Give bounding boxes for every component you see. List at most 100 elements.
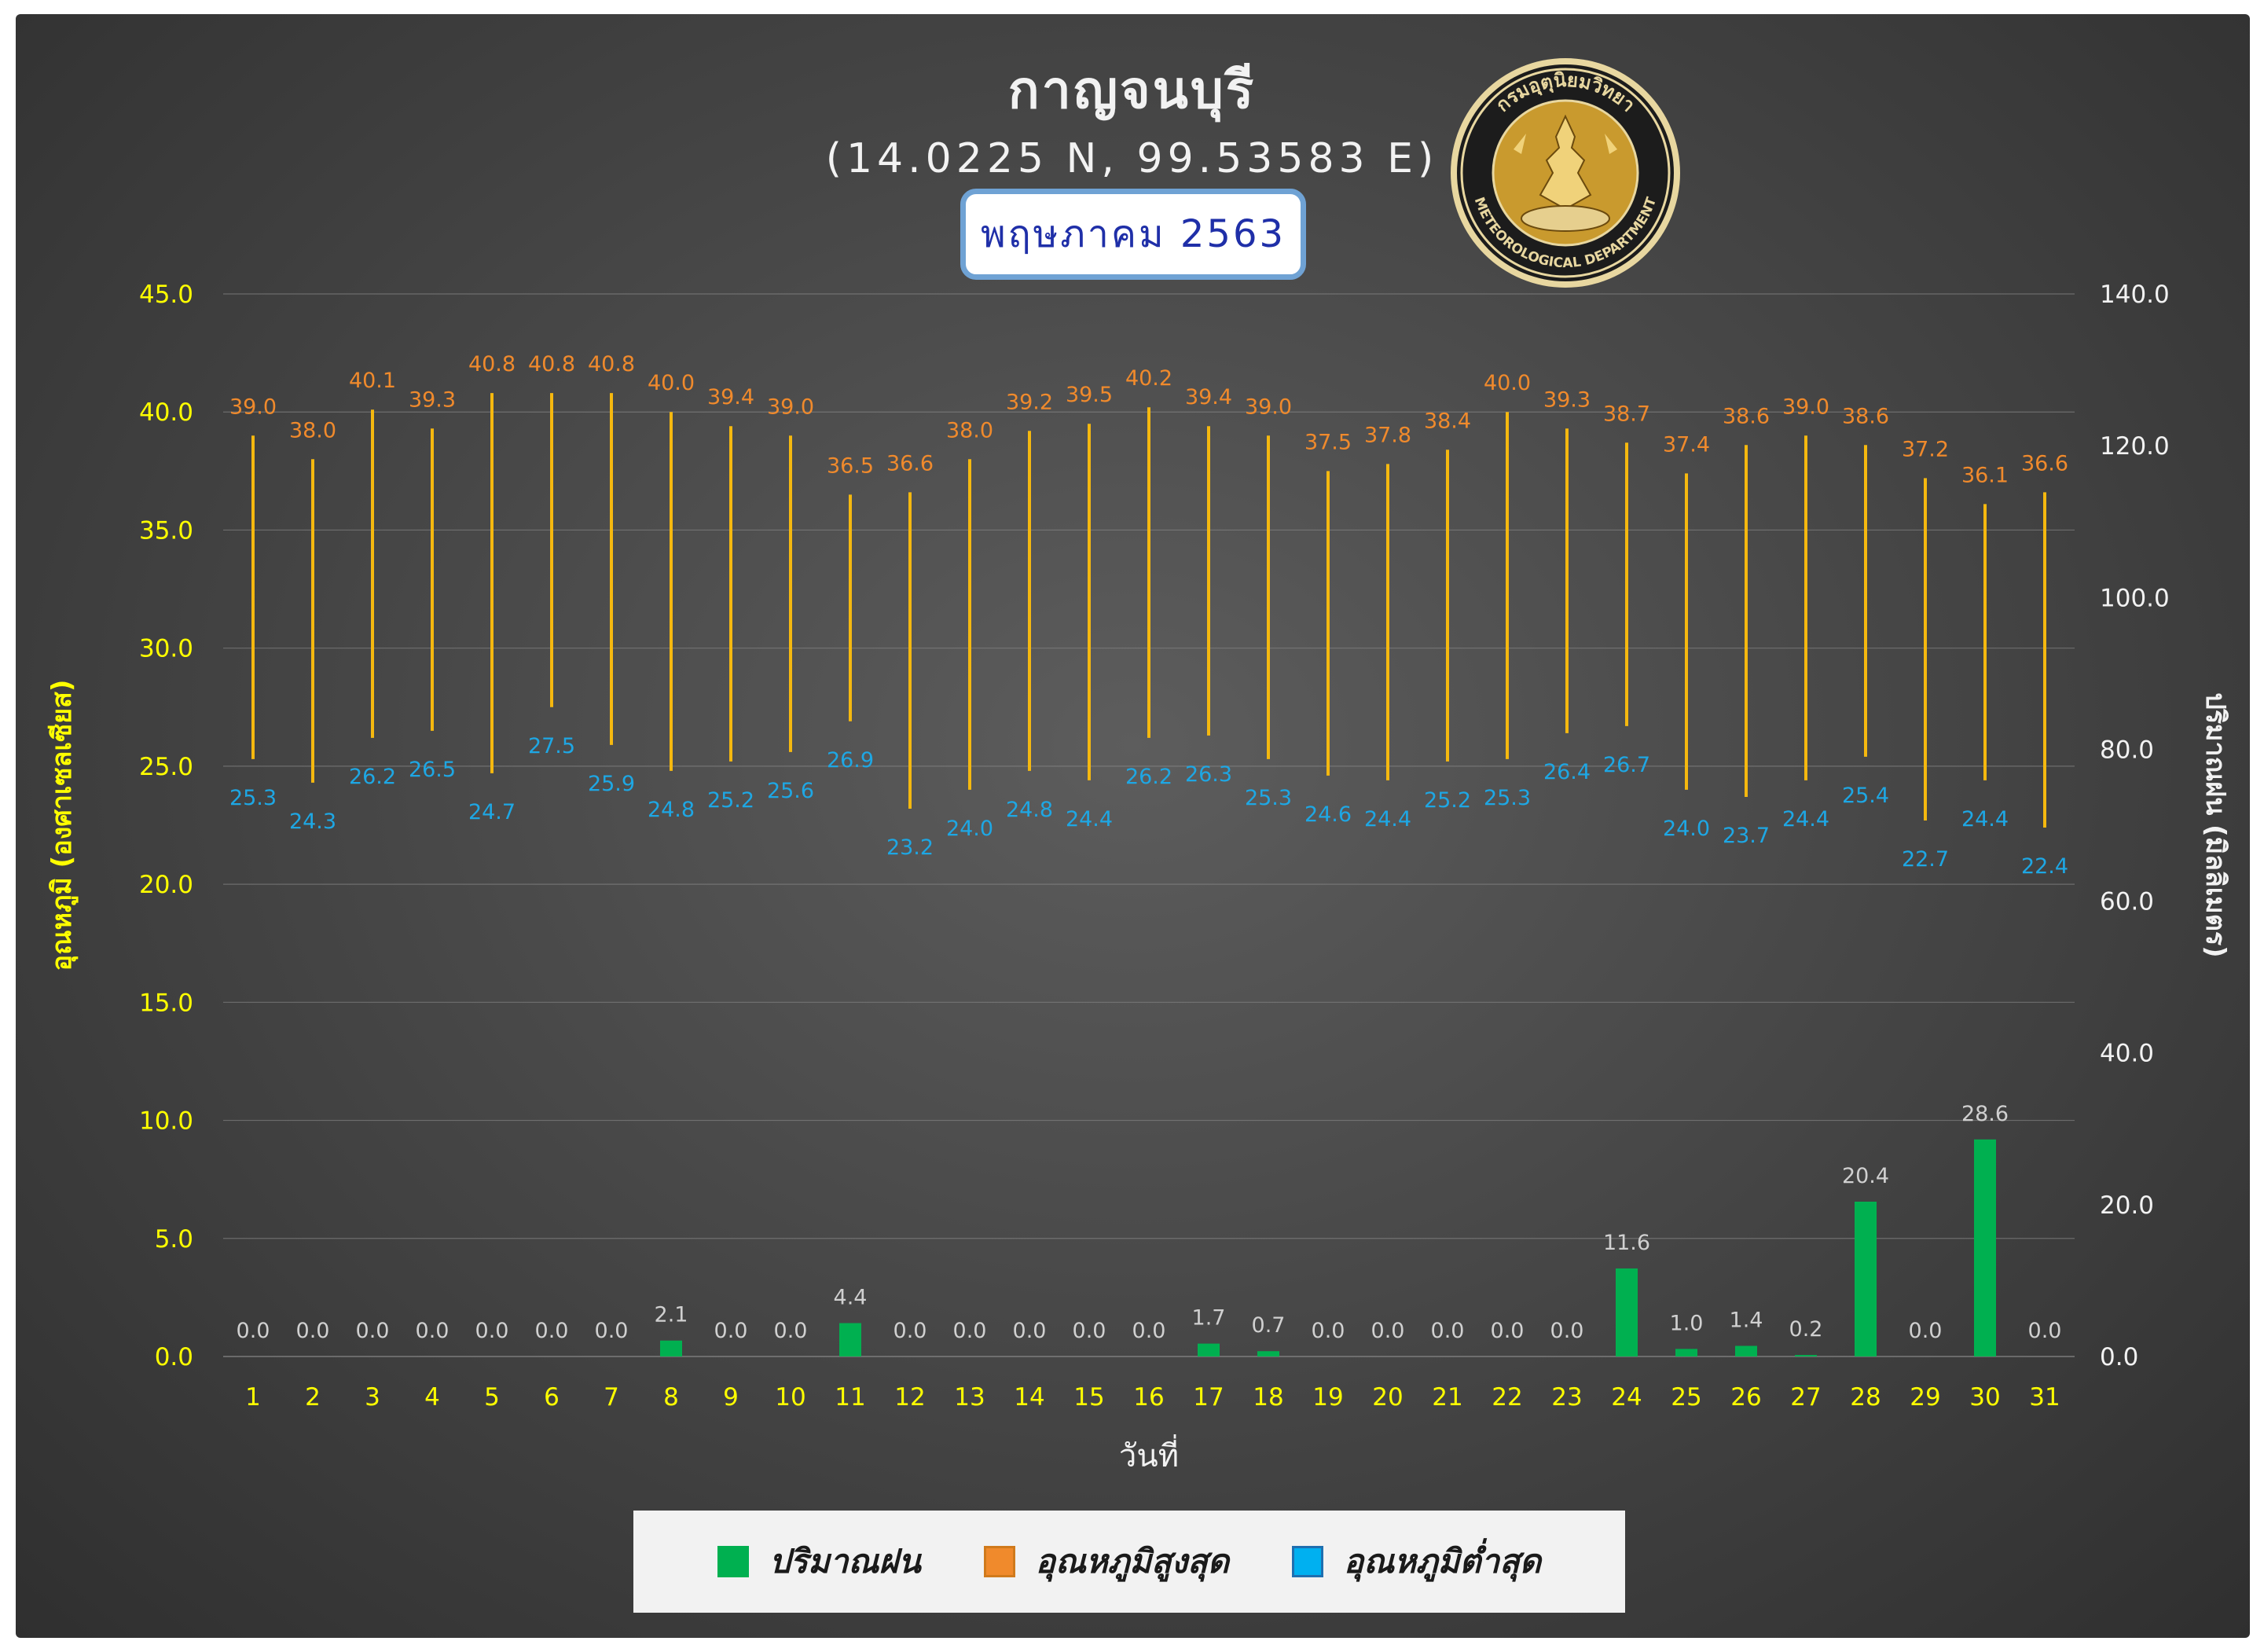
rain-label: 0.0 — [237, 1319, 270, 1343]
x-tick-label: 13 — [954, 1383, 985, 1412]
min-temp-label: 26.4 — [1543, 760, 1591, 784]
chart-panel — [16, 14, 2250, 1638]
min-temp-label: 25.6 — [767, 779, 814, 803]
min-temp-label: 25.3 — [1484, 786, 1531, 810]
legend-item: ปริมาณฝน — [717, 1536, 921, 1588]
min-temp-label: 24.6 — [1304, 802, 1352, 827]
rain-label: 1.4 — [1730, 1308, 1763, 1332]
x-tick-label: 12 — [894, 1383, 925, 1412]
max-temp-label: 37.5 — [1304, 430, 1352, 454]
legend-swatch — [1292, 1546, 1324, 1577]
rain-label: 0.0 — [296, 1319, 330, 1343]
x-tick-label: 15 — [1073, 1383, 1104, 1412]
x-tick-label: 22 — [1492, 1383, 1522, 1412]
rain-bar — [1795, 1355, 1817, 1356]
min-temp-label: 25.9 — [588, 772, 635, 796]
x-tick-label: 5 — [484, 1383, 500, 1412]
min-temp-label: 24.7 — [468, 800, 516, 824]
max-temp-label: 39.2 — [1006, 390, 1053, 414]
max-temp-label: 39.4 — [707, 385, 754, 409]
x-tick-label: 7 — [604, 1383, 619, 1412]
x-tick-label: 21 — [1432, 1383, 1462, 1412]
rain-label: 0.0 — [1073, 1319, 1106, 1343]
min-temp-label: 24.8 — [1006, 798, 1053, 822]
rain-bar — [1198, 1343, 1220, 1356]
x-tick-label: 11 — [835, 1383, 865, 1412]
max-temp-label: 40.8 — [468, 352, 516, 376]
min-temp-label: 26.9 — [827, 748, 874, 773]
max-temp-label: 38.7 — [1603, 402, 1650, 426]
left-tick-label: 30.0 — [139, 635, 193, 663]
max-temp-label: 40.0 — [648, 371, 695, 395]
min-temp-label: 24.8 — [648, 798, 695, 822]
rain-label: 0.0 — [1909, 1319, 1943, 1343]
left-tick-label: 40.0 — [139, 398, 193, 427]
x-tick-label: 24 — [1611, 1383, 1642, 1412]
rain-bar — [660, 1340, 682, 1356]
min-temp-label: 23.7 — [1723, 824, 1770, 848]
rain-label: 28.6 — [1961, 1102, 2009, 1126]
legend-label: อุณหภูมิสูงสุด — [1035, 1542, 1230, 1580]
rain-label: 0.0 — [1491, 1319, 1525, 1343]
max-temp-label: 39.3 — [1543, 387, 1591, 412]
x-tick-label: 16 — [1133, 1383, 1164, 1412]
x-tick-label: 9 — [723, 1383, 739, 1412]
x-tick-label: 8 — [663, 1383, 679, 1412]
max-temp-label: 38.6 — [1723, 404, 1770, 428]
rain-label: 0.0 — [2028, 1319, 2062, 1343]
rain-label: 4.4 — [834, 1286, 868, 1310]
rain-label: 0.0 — [953, 1319, 987, 1343]
right-tick-label: 60.0 — [2100, 888, 2154, 916]
x-tick-label: 25 — [1671, 1383, 1701, 1412]
legend-item: อุณหภูมิสูงสุด — [983, 1536, 1230, 1588]
rain-label: 0.0 — [1550, 1319, 1584, 1343]
rain-label: 0.0 — [893, 1319, 927, 1343]
right-tick-label: 40.0 — [2100, 1040, 2154, 1068]
max-temp-label: 36.5 — [827, 453, 874, 478]
max-temp-label: 40.8 — [588, 352, 635, 376]
rain-label: 0.7 — [1252, 1313, 1286, 1338]
max-temp-label: 40.1 — [349, 369, 396, 393]
max-temp-label: 37.4 — [1663, 432, 1710, 457]
min-temp-label: 26.3 — [1185, 762, 1232, 787]
right-tick-label: 0.0 — [2100, 1343, 2138, 1371]
month-label: พฤษภาคม 2563 — [960, 189, 1306, 280]
max-temp-label: 38.4 — [1424, 409, 1471, 433]
x-tick-label: 27 — [1790, 1383, 1821, 1412]
min-temp-label: 26.2 — [1125, 765, 1172, 789]
min-temp-label: 24.4 — [1961, 807, 2009, 832]
right-tick-label: 140.0 — [2100, 281, 2170, 309]
rain-bar — [1855, 1201, 1877, 1356]
rain-label: 2.1 — [655, 1303, 688, 1327]
rain-label: 0.0 — [1132, 1319, 1166, 1343]
rain-label: 0.0 — [1013, 1319, 1047, 1343]
x-tick-label: 20 — [1372, 1383, 1403, 1412]
max-temp-label: 40.2 — [1125, 366, 1172, 391]
max-temp-label: 39.0 — [229, 395, 277, 419]
min-temp-label: 22.4 — [2021, 854, 2068, 879]
left-axis-title: อุณหภูมิ (องศาเซลเซียส) — [46, 680, 79, 971]
rain-bar — [839, 1323, 861, 1356]
rain-label: 11.6 — [1603, 1231, 1650, 1255]
min-temp-label: 27.5 — [528, 734, 575, 758]
rain-label: 0.0 — [714, 1319, 748, 1343]
meteorological-department-logo-icon: กรมอุตุนิยมวิทยา METEOROLOGICAL DEPARTME… — [1451, 58, 1680, 288]
rain-label: 0.0 — [535, 1319, 569, 1343]
rain-label: 0.0 — [774, 1319, 808, 1343]
max-temp-label: 39.4 — [1185, 385, 1232, 409]
legend-swatch — [983, 1546, 1015, 1577]
min-temp-label: 24.0 — [1663, 817, 1710, 841]
rain-bar — [1257, 1351, 1279, 1356]
x-tick-label: 14 — [1014, 1383, 1044, 1412]
max-temp-label: 39.5 — [1066, 383, 1113, 407]
rain-label: 1.0 — [1670, 1311, 1704, 1335]
min-temp-label: 24.4 — [1782, 807, 1829, 832]
x-tick-label: 31 — [2029, 1383, 2060, 1412]
min-temp-label: 25.2 — [1424, 788, 1471, 813]
x-tick-label: 17 — [1193, 1383, 1224, 1412]
max-temp-label: 38.0 — [946, 418, 993, 442]
left-tick-label: 25.0 — [139, 753, 193, 781]
rain-label: 1.7 — [1192, 1306, 1226, 1331]
min-temp-label: 26.2 — [349, 765, 396, 789]
